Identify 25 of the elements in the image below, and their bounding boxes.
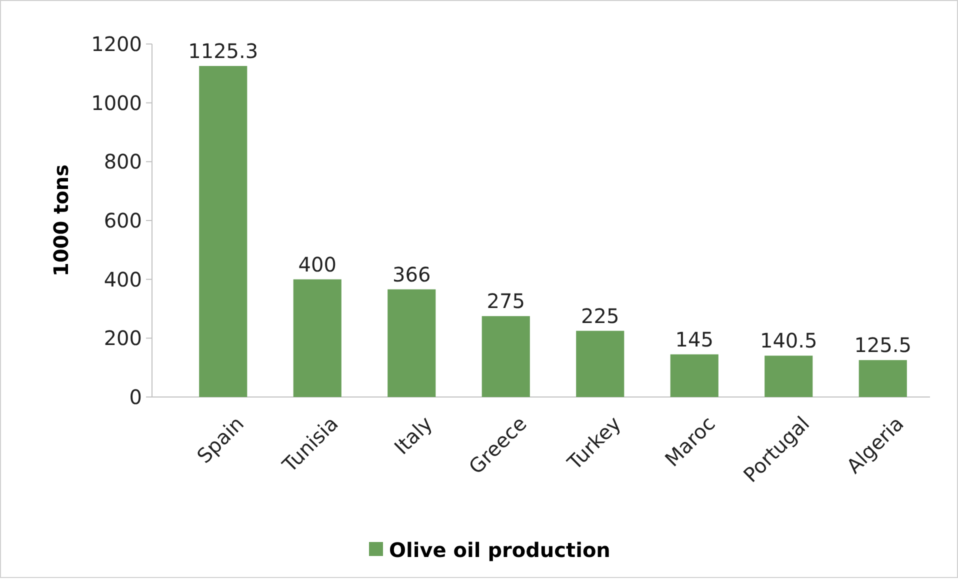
y-tick-label: 1200: [91, 32, 142, 56]
data-label: 225: [581, 304, 620, 328]
data-label: 1125.3: [188, 38, 258, 63]
y-tick-label: 600: [104, 208, 142, 232]
bar: [199, 66, 248, 397]
data-label: 140.5: [760, 328, 818, 353]
data-label: 145: [675, 327, 714, 352]
y-axis-title: 1000 tons: [49, 164, 73, 277]
y-tick-label: 400: [104, 267, 142, 292]
bar: [293, 279, 342, 397]
bar: [764, 356, 813, 397]
bar: [388, 289, 436, 397]
data-label: 275: [486, 289, 525, 314]
legend-label: Olive oil production: [389, 538, 610, 562]
data-label: 366: [392, 262, 431, 286]
bar: [482, 316, 530, 397]
data-label: 125.5: [854, 333, 912, 358]
y-tick-label: 800: [104, 150, 142, 174]
bar: [858, 360, 907, 397]
bar: [670, 354, 718, 397]
y-tick-label: 200: [104, 326, 142, 350]
data-label: 400: [298, 252, 336, 276]
y-tick-label: 0: [129, 385, 142, 409]
y-tick-label: 1000: [91, 90, 142, 115]
bar: [576, 330, 624, 397]
